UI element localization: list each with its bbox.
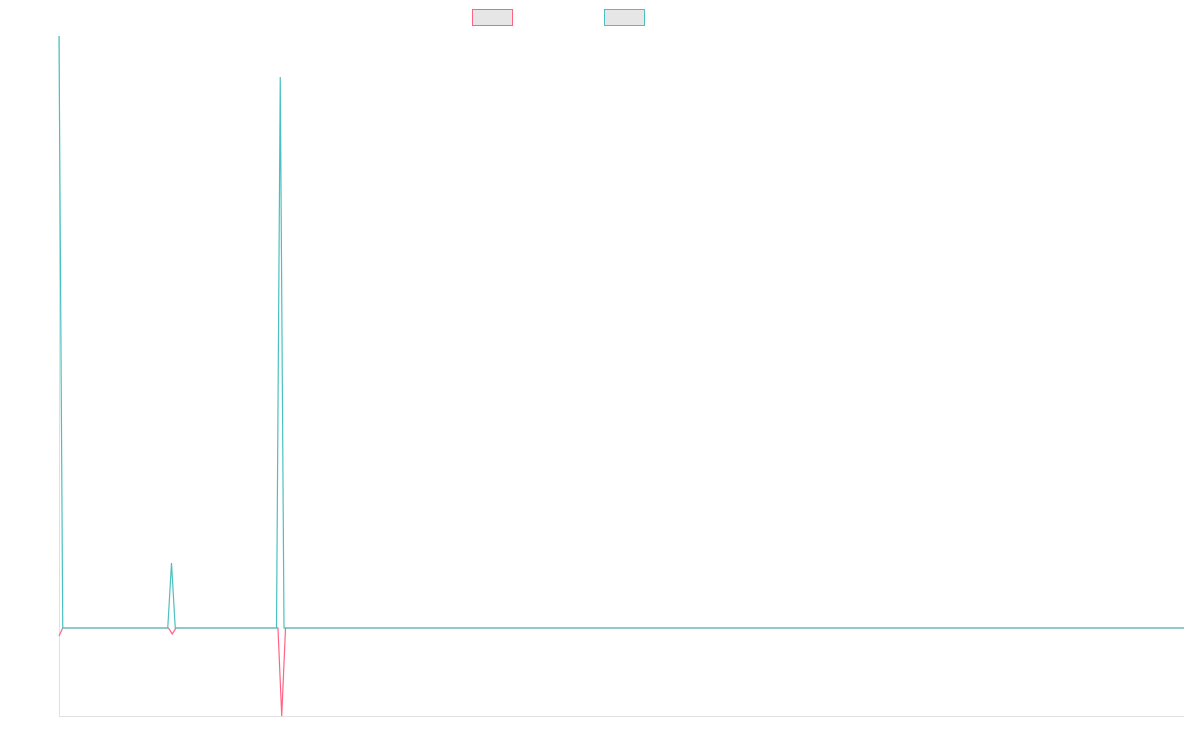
legend-swatch[interactable] bbox=[604, 9, 645, 26]
series-line bbox=[58, 35, 1184, 629]
legend-swatch[interactable] bbox=[472, 9, 513, 26]
series-line bbox=[58, 627, 1184, 717]
